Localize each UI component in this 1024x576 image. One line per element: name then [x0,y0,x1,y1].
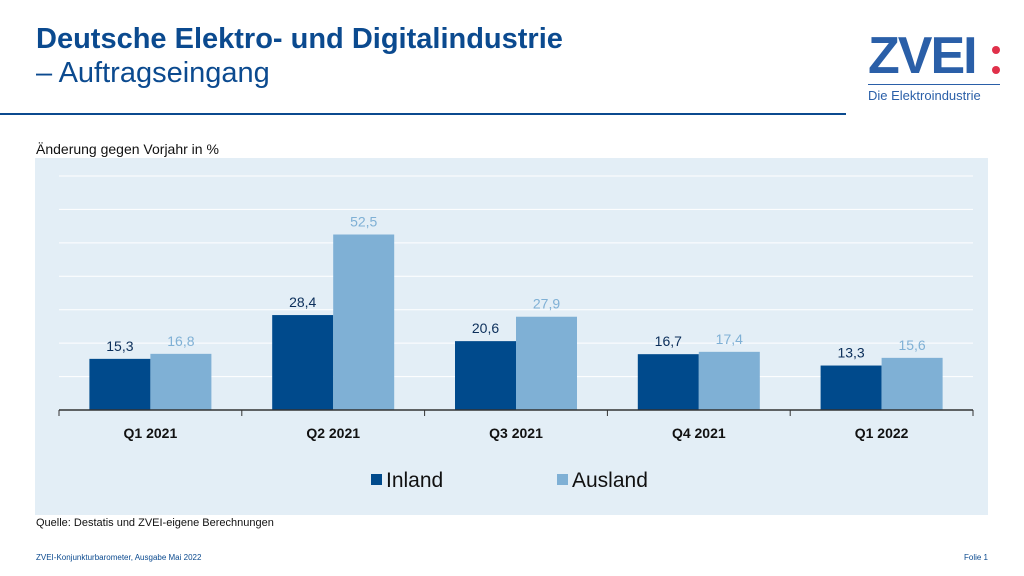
x-tick-label: Q1 2021 [124,425,178,441]
data-label: 15,3 [106,338,133,354]
bar-ausland [698,351,760,410]
x-tick-label: Q2 2021 [306,425,360,441]
data-label: 16,7 [655,333,682,349]
zvei-logo: ZVEI Die Elektroindustrie [868,27,1008,103]
x-tick-label: Q1 2022 [855,425,909,441]
title-line-2: – Auftragseingang [36,57,270,89]
source-note: Quelle: Destatis und ZVEI-eigene Berechn… [36,517,274,529]
bar-inland [455,341,516,410]
x-tick-label: Q4 2021 [672,425,726,441]
data-label: 17,4 [716,331,743,347]
legend-label: Inland [386,469,443,492]
bar-ausland [333,234,395,410]
bar-inland [89,358,151,410]
logo-wordmark: ZVEI [868,27,978,85]
y-axis-label: Änderung gegen Vorjahr in % [36,141,219,157]
bar-ausland [150,353,212,410]
legend-swatch [557,474,568,485]
data-label: 13,3 [837,345,864,361]
data-label: 52,5 [350,214,377,230]
slide-number: Folie 1 [963,553,988,562]
bar-inland [820,365,882,410]
bar-ausland [881,357,943,410]
bar-inland [637,354,699,410]
title-divider [0,113,846,115]
title-line-1: Deutsche Elektro- und Digitalindustrie [36,23,563,55]
chart-panel: 15,3 16,8 Q1 2021 28,4 52,5 Q2 2021 20,6 27,9 Q3… [35,158,988,515]
logo-colon [992,46,1000,86]
data-label: 16,8 [167,333,194,349]
legend-swatch [371,474,382,485]
data-label: 15,6 [898,337,925,353]
bar-ausland [516,316,577,410]
data-label: 28,4 [289,294,316,310]
data-label: 27,9 [533,296,560,312]
bar-chart: 15,3 16,8 Q1 2021 28,4 52,5 Q2 2021 20,6 27,9 Q3… [58,175,974,492]
footer-text: ZVEI-Konjunkturbarometer, Ausgabe Mai 20… [36,553,202,562]
legend-label: Ausland [572,469,648,492]
x-tick-label: Q3 2021 [489,425,543,441]
data-label: 20,6 [472,320,499,336]
slide-title: Deutsche Elektro- und Digitalindustrie –… [36,22,563,90]
logo-subtitle: Die Elektroindustrie [868,88,981,103]
logo-line [868,84,1000,85]
bar-inland [272,315,334,410]
